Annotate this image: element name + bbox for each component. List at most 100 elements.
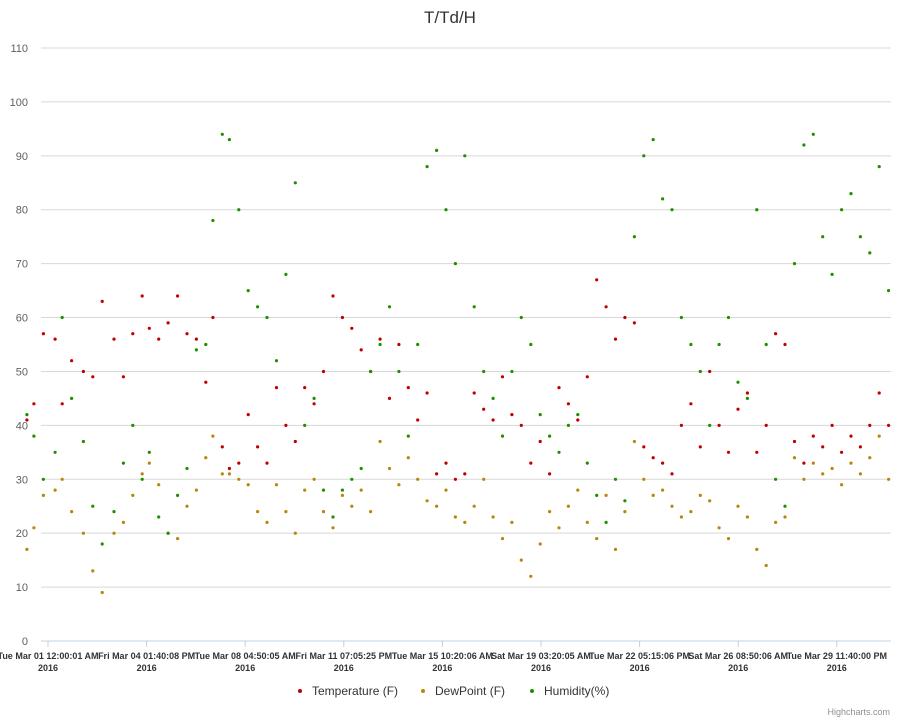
data-point[interactable] <box>453 515 457 519</box>
data-point[interactable] <box>53 488 57 492</box>
data-point[interactable] <box>868 423 872 427</box>
data-point[interactable] <box>519 315 523 320</box>
data-point[interactable] <box>131 423 135 427</box>
data-point[interactable] <box>538 439 542 444</box>
data-point[interactable] <box>274 359 279 363</box>
data-point[interactable] <box>369 510 373 514</box>
data-point[interactable] <box>237 208 241 212</box>
data-point[interactable] <box>519 423 523 427</box>
data-point[interactable] <box>642 445 646 449</box>
data-point[interactable] <box>689 342 693 347</box>
data-point[interactable] <box>53 337 57 341</box>
data-point[interactable] <box>32 434 36 438</box>
data-point[interactable] <box>661 461 665 465</box>
data-point[interactable] <box>81 531 85 535</box>
data-point[interactable] <box>472 391 476 395</box>
data-point[interactable] <box>783 504 787 508</box>
data-point[interactable] <box>877 434 881 438</box>
data-point[interactable] <box>792 262 797 266</box>
data-point[interactable] <box>100 299 104 303</box>
data-point[interactable] <box>764 342 768 347</box>
data-point[interactable] <box>397 342 401 347</box>
data-point[interactable] <box>632 235 637 239</box>
data-point[interactable] <box>482 407 486 411</box>
data-point[interactable] <box>840 483 844 487</box>
data-point[interactable] <box>849 461 853 465</box>
data-point[interactable] <box>623 510 627 514</box>
data-point[interactable] <box>425 391 429 395</box>
data-point[interactable] <box>726 315 731 320</box>
data-point[interactable] <box>783 342 787 347</box>
data-point[interactable] <box>802 461 806 465</box>
data-point[interactable] <box>176 493 180 497</box>
data-point[interactable] <box>81 439 85 444</box>
data-point[interactable] <box>176 537 180 541</box>
data-point[interactable] <box>331 294 335 298</box>
data-point[interactable] <box>185 332 189 336</box>
data-point[interactable] <box>406 456 410 460</box>
data-point[interactable] <box>604 520 608 525</box>
data-point[interactable] <box>397 483 401 487</box>
data-point[interactable] <box>331 515 335 519</box>
data-point[interactable] <box>32 402 36 406</box>
data-point[interactable] <box>211 218 215 223</box>
data-point[interactable] <box>877 391 881 395</box>
data-point[interactable] <box>783 515 787 519</box>
data-point[interactable] <box>359 488 363 492</box>
data-point[interactable] <box>811 434 815 438</box>
data-point[interactable] <box>378 439 382 444</box>
data-point[interactable] <box>613 477 618 481</box>
data-point[interactable] <box>830 272 834 276</box>
data-point[interactable] <box>121 520 125 525</box>
data-point[interactable] <box>792 456 797 460</box>
data-point[interactable] <box>670 208 674 212</box>
data-point[interactable] <box>435 148 439 152</box>
data-point[interactable] <box>670 472 674 476</box>
legend-item[interactable]: DewPoint (F) <box>421 684 505 698</box>
data-point[interactable] <box>303 423 307 427</box>
data-point[interactable] <box>293 439 297 444</box>
data-point[interactable] <box>717 526 721 530</box>
data-point[interactable] <box>41 477 46 481</box>
data-point[interactable] <box>284 510 288 514</box>
data-point[interactable] <box>265 520 269 525</box>
data-point[interactable] <box>726 537 731 541</box>
data-point[interactable] <box>157 515 161 519</box>
data-point[interactable] <box>211 434 215 438</box>
data-point[interactable] <box>689 402 693 406</box>
data-point[interactable] <box>745 391 750 395</box>
data-point[interactable] <box>340 493 344 497</box>
data-point[interactable] <box>25 547 29 552</box>
data-point[interactable] <box>369 369 373 374</box>
data-point[interactable] <box>642 477 646 481</box>
data-point[interactable] <box>293 531 297 535</box>
data-point[interactable] <box>585 375 589 379</box>
data-point[interactable] <box>91 569 95 573</box>
data-point[interactable] <box>849 192 853 196</box>
data-point[interactable] <box>529 574 533 578</box>
data-point[interactable] <box>284 272 288 276</box>
data-point[interactable] <box>157 337 161 341</box>
data-point[interactable] <box>858 472 863 476</box>
data-point[interactable] <box>698 369 702 374</box>
data-point[interactable] <box>548 472 552 476</box>
data-point[interactable] <box>91 375 95 379</box>
data-point[interactable] <box>246 483 250 487</box>
data-point[interactable] <box>425 165 429 169</box>
data-point[interactable] <box>194 337 198 341</box>
data-point[interactable] <box>91 504 95 508</box>
data-point[interactable] <box>211 315 215 320</box>
data-point[interactable] <box>425 499 429 503</box>
data-point[interactable] <box>510 369 514 374</box>
data-point[interactable] <box>340 315 344 320</box>
data-point[interactable] <box>774 332 778 336</box>
data-point[interactable] <box>70 396 74 400</box>
data-point[interactable] <box>491 515 495 519</box>
data-point[interactable] <box>406 434 410 438</box>
data-point[interactable] <box>147 461 151 465</box>
data-point[interactable] <box>726 450 731 454</box>
data-point[interactable] <box>576 488 580 492</box>
data-point[interactable] <box>858 445 863 449</box>
data-point[interactable] <box>220 445 224 449</box>
data-point[interactable] <box>887 477 891 481</box>
